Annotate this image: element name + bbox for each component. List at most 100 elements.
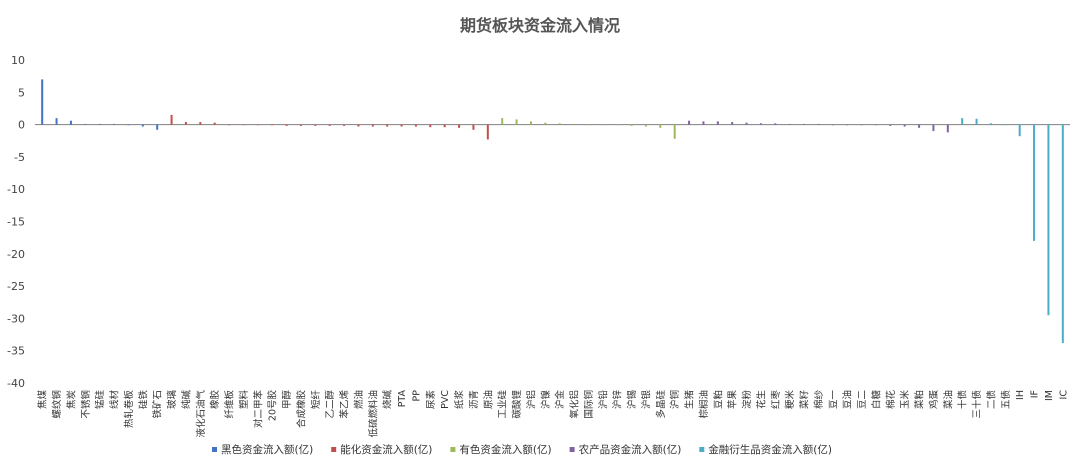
bar	[184, 122, 187, 125]
x-tick-label: 甲醇	[281, 390, 293, 410]
x-tick-label: 菜油	[942, 390, 954, 409]
x-tick-label: 二债	[985, 390, 997, 410]
bar	[228, 124, 231, 126]
bar	[156, 124, 159, 130]
legend-label: 农产品资金流入额(亿)	[579, 443, 682, 456]
x-tick-label: 液化石油气	[195, 390, 207, 438]
x-tick-label: IH	[1015, 390, 1026, 400]
legend-label: 能化资金流入额(亿)	[340, 443, 432, 456]
bar	[1047, 124, 1050, 316]
bar	[501, 118, 504, 125]
bar	[127, 124, 130, 126]
x-tick-label: 豆粕	[712, 390, 724, 409]
bar	[788, 123, 791, 125]
bar	[285, 124, 288, 126]
x-tick-label: 玻璃	[166, 390, 178, 409]
x-tick-label: 原油	[482, 390, 494, 409]
legend-swatch	[212, 447, 217, 452]
y-tick-label: -15	[7, 216, 25, 229]
bar	[731, 122, 734, 125]
x-tick-label: IF	[1030, 390, 1041, 398]
bar	[1061, 124, 1064, 343]
x-tick-label: 对二甲苯	[252, 390, 264, 429]
x-tick-label: 五债	[1000, 390, 1012, 410]
legend-label: 有色资金流入额(亿)	[459, 443, 551, 456]
y-tick-label: -30	[7, 312, 25, 325]
x-tick-label: 纤维板	[224, 390, 236, 419]
legend: 黑色资金流入额(亿) 能化资金流入额(亿) 有色资金流入额(亿) 农产品资金流入额(亿…	[212, 443, 832, 456]
x-tick-label: 烧碱	[382, 390, 394, 410]
x-tick-label: 合成橡胶	[295, 390, 307, 429]
bar	[918, 124, 921, 128]
x-tick-label: 沪锌	[612, 390, 624, 410]
chart-title: 期货板块资金流入情况	[460, 16, 620, 35]
x-tick-label: 生猪	[684, 390, 696, 410]
bar	[745, 122, 748, 125]
x-tick-label: 豆二	[857, 390, 868, 409]
x-tick-label: PVC	[440, 390, 451, 409]
x-tick-label: 焦煤	[37, 390, 49, 410]
bar	[946, 124, 949, 133]
bar	[515, 119, 518, 125]
bar	[673, 124, 676, 139]
x-tick-label: 豆油	[842, 390, 854, 409]
x-tick-label: 沪银	[640, 390, 652, 410]
x-tick-label: PTA	[397, 390, 408, 408]
y-tick-label: -5	[14, 151, 25, 164]
x-tick-label: 沪铝	[525, 390, 537, 409]
bar	[486, 124, 489, 140]
bar	[817, 123, 820, 125]
x-tick-label: 十债	[957, 390, 969, 410]
x-tick-label: 尿素	[425, 390, 437, 410]
bar	[414, 124, 417, 127]
x-tick-label: 硅铁	[137, 390, 149, 410]
x-tick-label: 菜粕	[914, 390, 926, 409]
bar	[41, 79, 44, 125]
bar	[616, 124, 619, 126]
x-tick-label: 白糖	[870, 390, 882, 410]
x-tick-label: 沥青	[468, 390, 480, 409]
bar	[630, 124, 633, 126]
bar	[242, 124, 245, 126]
x-tick-label: 鸡蛋	[928, 390, 940, 410]
bar	[702, 121, 705, 125]
x-tick-label: 乙二醇	[324, 390, 336, 419]
x-tick-label: 焦炭	[65, 390, 77, 410]
x-tick-label: 铁矿石	[152, 390, 164, 419]
x-tick-label: 豆一	[828, 390, 839, 410]
bar	[587, 124, 590, 126]
x-tick-label: 棉纱	[813, 390, 825, 410]
x-tick-label: 淀粉	[741, 390, 753, 410]
x-tick-label: 棉花	[885, 390, 897, 410]
bar	[314, 124, 317, 126]
x-tick-label: PP	[411, 390, 422, 402]
bar	[846, 124, 849, 126]
bar	[141, 124, 144, 127]
bar	[860, 124, 863, 126]
x-tick-label: 纸浆	[454, 390, 466, 410]
x-tick-label: 苯乙烯	[339, 390, 351, 419]
bar	[343, 124, 346, 126]
x-tick-label: 氧化铝	[569, 390, 581, 419]
x-tick-label: 沪铅	[597, 390, 609, 410]
bars-layer	[41, 79, 1064, 343]
bar	[170, 114, 173, 125]
x-tick-label: 线材	[109, 390, 121, 410]
bar	[199, 122, 202, 125]
bar	[803, 123, 806, 125]
x-tick-label: 苹果	[727, 390, 739, 410]
bar	[601, 124, 604, 126]
legend-swatch	[569, 447, 575, 452]
bar	[213, 122, 216, 125]
bar	[874, 124, 877, 126]
bar	[544, 122, 547, 125]
bar	[889, 124, 892, 126]
x-tick-label: 螺纹钢	[51, 390, 63, 419]
y-tick-label: -20	[7, 248, 25, 261]
x-tick-label: 20号胶	[267, 390, 279, 422]
bar	[55, 118, 58, 125]
y-tick-label: -40	[7, 377, 25, 390]
legend-swatch	[450, 447, 456, 452]
bar	[659, 124, 662, 128]
